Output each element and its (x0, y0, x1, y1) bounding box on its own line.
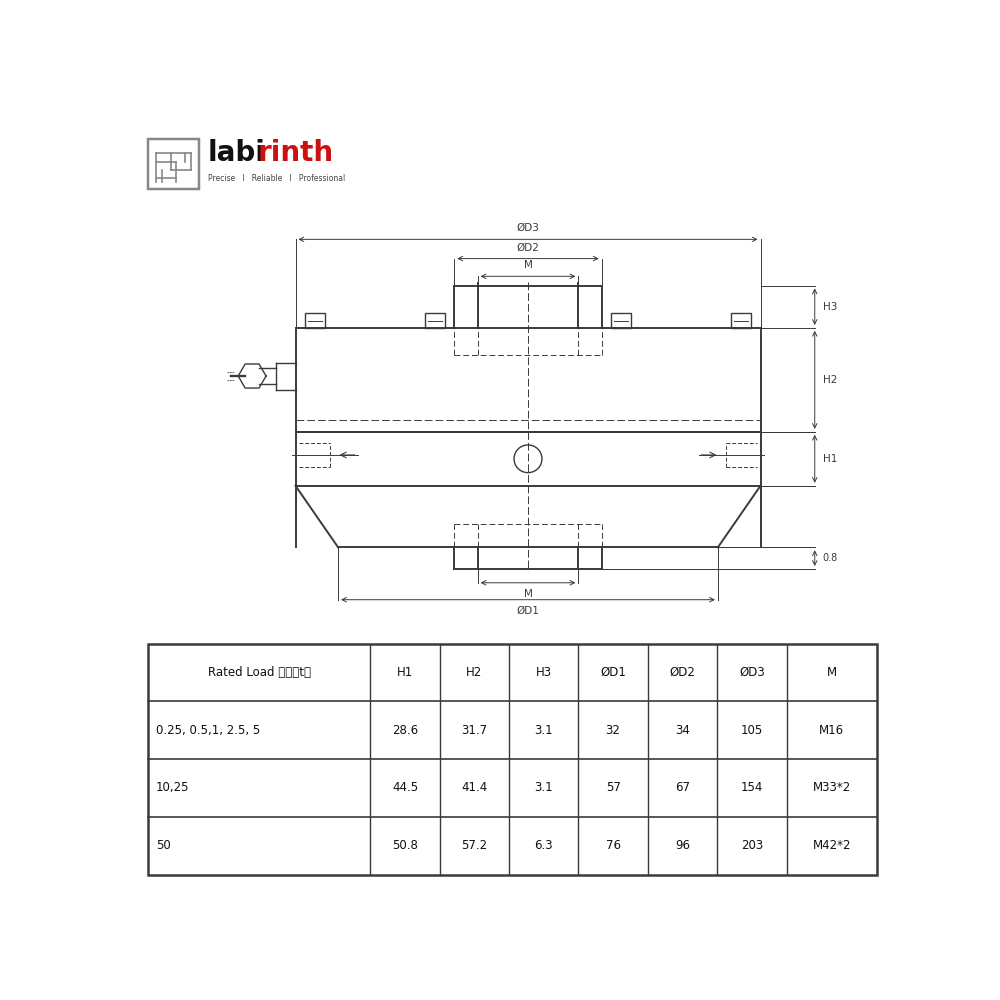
Text: ØD1: ØD1 (517, 606, 539, 616)
Text: H1: H1 (822, 454, 837, 464)
Text: 203: 203 (741, 839, 763, 852)
Text: 34: 34 (675, 724, 690, 737)
Text: 57: 57 (606, 781, 621, 794)
Bar (148, 644, 877, 875)
Text: M: M (524, 260, 532, 270)
Bar (425, 312, 445, 328)
Text: 105: 105 (741, 724, 763, 737)
Bar (611, 312, 631, 328)
Text: 50: 50 (156, 839, 171, 852)
Text: 57.2: 57.2 (461, 839, 487, 852)
Text: ØD3: ØD3 (517, 223, 539, 233)
Text: 6.3: 6.3 (534, 839, 553, 852)
Text: 50.8: 50.8 (392, 839, 418, 852)
Text: Rated Load 载荷（t）: Rated Load 载荷（t） (208, 666, 311, 679)
Text: H3: H3 (536, 666, 552, 679)
Text: H1: H1 (397, 666, 413, 679)
Text: H3: H3 (822, 302, 837, 312)
Text: 41.4: 41.4 (461, 781, 487, 794)
Text: 96: 96 (675, 839, 690, 852)
Text: 3.1: 3.1 (534, 781, 553, 794)
Text: rinth: rinth (257, 139, 333, 167)
Text: ØD1: ØD1 (600, 666, 626, 679)
Text: 31.7: 31.7 (461, 724, 487, 737)
Text: M16: M16 (819, 724, 844, 737)
Text: 10,25: 10,25 (156, 781, 190, 794)
Text: 3.1: 3.1 (534, 724, 553, 737)
Text: ØD3: ØD3 (739, 666, 765, 679)
Text: M33*2: M33*2 (813, 781, 851, 794)
Text: Precise   I   Reliable   I   Professional: Precise I Reliable I Professional (208, 174, 345, 183)
Text: H2: H2 (822, 375, 837, 385)
Text: M42*2: M42*2 (812, 839, 851, 852)
Text: 28.6: 28.6 (392, 724, 418, 737)
Text: 0.25, 0.5,1, 2.5, 5: 0.25, 0.5,1, 2.5, 5 (156, 724, 260, 737)
Text: 44.5: 44.5 (392, 781, 418, 794)
Bar (305, 312, 325, 328)
Text: ØD2: ØD2 (670, 666, 695, 679)
Text: 154: 154 (741, 781, 763, 794)
Text: 67: 67 (675, 781, 690, 794)
Bar (731, 312, 751, 328)
Text: ØD2: ØD2 (517, 242, 539, 252)
Text: 0.8: 0.8 (822, 553, 838, 563)
Text: H2: H2 (466, 666, 482, 679)
Text: 32: 32 (606, 724, 621, 737)
Text: labi: labi (208, 139, 266, 167)
Text: 76: 76 (606, 839, 621, 852)
Bar (148, 139, 199, 189)
Text: M: M (524, 589, 532, 599)
Text: M: M (827, 666, 837, 679)
